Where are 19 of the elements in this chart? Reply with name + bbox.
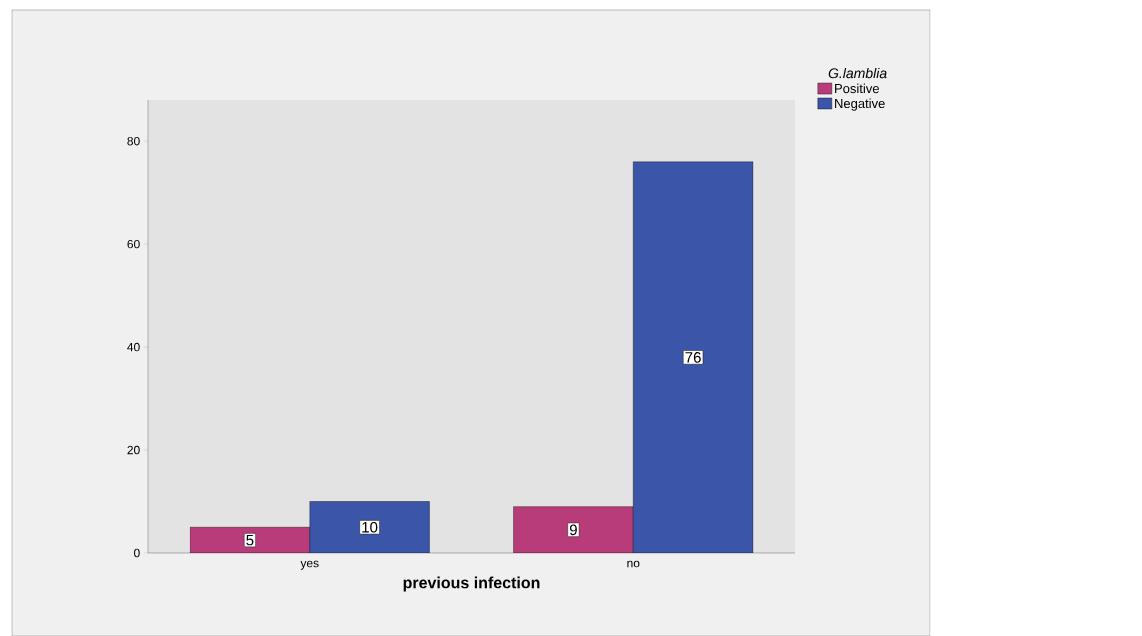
legend-title: G.lamblia xyxy=(828,67,887,79)
bar xyxy=(513,506,634,553)
data-label: 9 xyxy=(569,524,577,536)
data-label: 10 xyxy=(362,521,378,533)
y-tick-label: 80 xyxy=(127,136,140,146)
x-tick-label: no xyxy=(627,560,640,568)
x-tick-label: yes xyxy=(300,560,319,570)
y-tick-label: 40 xyxy=(127,342,140,352)
bar xyxy=(633,161,754,553)
legend-label: Negative xyxy=(835,98,885,111)
legend-label: Positive xyxy=(835,83,879,94)
x-axis-title: previous infection xyxy=(403,576,540,592)
bar xyxy=(189,526,310,553)
data-label: 5 xyxy=(246,534,254,546)
bar xyxy=(309,501,430,553)
y-tick-label: 20 xyxy=(127,445,140,455)
data-label: 76 xyxy=(685,351,701,363)
y-tick-label: 0 xyxy=(134,548,140,558)
y-tick-label: 60 xyxy=(127,239,140,249)
